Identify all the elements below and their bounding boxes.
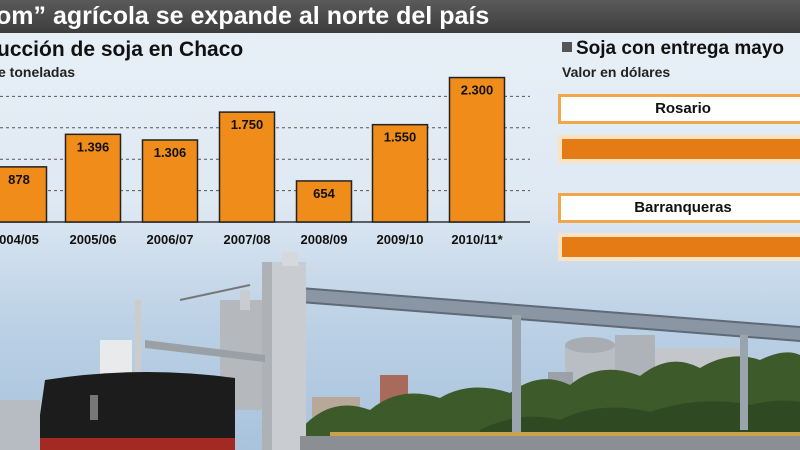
loading-tower [220,252,306,450]
bar-value-label: 654 [313,186,335,201]
chart-title: ucción de soja en Chaco [0,38,244,61]
square-bullet-icon [562,42,572,52]
side-panel-title-text: Soja con entrega mayo [576,38,785,59]
side-label-rosario: Rosario [558,94,800,124]
bar [0,166,48,223]
bar-value-label: 1.396 [77,139,110,154]
bar-value-label: 1.750 [231,117,264,132]
ship [35,300,235,450]
crane-arm [145,340,265,362]
bar-value-label: 878 [8,172,30,187]
category-label: 2006/07 [147,232,194,247]
bar-value-label: 2.300 [461,83,494,98]
bar [295,180,353,223]
bar [141,139,199,223]
side-bar-barranqueras [558,233,800,261]
header-title: om” agrícola se expande al norte del paí… [0,2,490,30]
chart-bars: 878 004/05 1.396 2005/06 1.306 2006/07 1.750 20… [0,76,506,247]
category-label: 2010/11* [451,232,503,247]
category-label: 004/05 [0,232,39,247]
side-label-barranqueras: Barranqueras [558,193,800,223]
conveyor [299,287,800,440]
category-label: 2008/09 [301,232,348,247]
category-label: 2005/06 [70,232,117,247]
side-panel-subtitle: Valor en dólares [562,64,671,80]
bar [371,123,429,223]
chart-subtitle: e toneladas [0,64,76,80]
category-label: 2007/08 [224,232,271,247]
bar [218,111,276,223]
side-panel-title: Soja con entrega mayo [562,38,784,60]
side-bar-rosario [558,135,800,163]
bar [64,133,122,223]
page-header: om” agrícola se expande al norte del paí… [0,0,800,33]
bar-value-label: 1.306 [154,145,187,160]
bar [448,76,506,223]
bar-value-label: 1.550 [384,130,417,145]
category-label: 2009/10 [377,232,424,247]
